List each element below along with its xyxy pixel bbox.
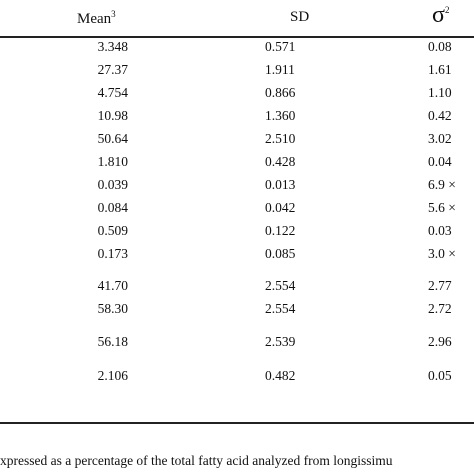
cell-sd: 0.122 <box>265 223 296 238</box>
cell-mean: 3.348 <box>97 39 128 54</box>
cell-mean: 58.30 <box>97 301 128 316</box>
cell-sd: 2.554 <box>265 278 296 293</box>
cell-mean: 56.18 <box>97 334 128 349</box>
cell-mean: 0.084 <box>97 200 128 215</box>
cell-mean: 10.98 <box>97 108 128 123</box>
cell-sd: 0.042 <box>265 200 296 215</box>
cell-sd: 0.085 <box>265 246 296 261</box>
cell-sigma: 0.05 <box>428 368 452 383</box>
bottom-rule <box>0 422 474 424</box>
cell-sigma: 2.96 <box>428 334 452 349</box>
cell-sd: 0.013 <box>265 177 296 192</box>
cell-mean: 0.173 <box>97 246 128 261</box>
footnote: xpressed as a percentage of the total fa… <box>0 453 393 468</box>
cell-mean: 41.70 <box>97 278 128 293</box>
cell-sigma: 0.03 <box>428 223 452 238</box>
cell-sigma: 2.77 <box>428 278 452 293</box>
header-rule <box>0 36 474 38</box>
cell-sd: 0.571 <box>265 39 296 54</box>
cell-sd: 1.360 <box>265 108 296 123</box>
cell-sigma: 2.72 <box>428 301 452 316</box>
cell-sd: 1.911 <box>265 62 295 77</box>
cell-sd: 2.554 <box>265 301 296 316</box>
cell-mean: 0.509 <box>97 223 128 238</box>
cell-mean: 4.754 <box>97 85 128 100</box>
header-sd: SD <box>290 9 310 25</box>
cell-sigma: 1.61 <box>428 62 452 77</box>
cell-sd: 2.510 <box>265 131 296 146</box>
cell-sd: 0.428 <box>265 154 296 169</box>
cell-sigma: 5.6 × <box>428 200 456 215</box>
cell-mean: 1.810 <box>97 154 128 169</box>
cell-sd: 2.539 <box>265 334 296 349</box>
header-mean: Mean3 <box>77 9 116 27</box>
cell-sigma: 0.04 <box>428 154 452 169</box>
cell-mean: 50.64 <box>97 131 128 146</box>
cell-mean: 2.106 <box>97 368 128 383</box>
header-sigma: σ2 <box>432 2 450 28</box>
cell-sigma: 1.10 <box>428 85 452 100</box>
cell-mean: 27.37 <box>97 62 128 77</box>
cell-sigma: 3.0 × <box>428 246 456 261</box>
cell-sigma: 0.08 <box>428 39 452 54</box>
cell-sigma: 0.42 <box>428 108 452 123</box>
cell-mean: 0.039 <box>97 177 128 192</box>
cell-sigma: 3.02 <box>428 131 452 146</box>
cell-sd: 0.482 <box>265 368 296 383</box>
cell-sigma: 6.9 × <box>428 177 456 192</box>
cell-sd: 0.866 <box>265 85 296 100</box>
